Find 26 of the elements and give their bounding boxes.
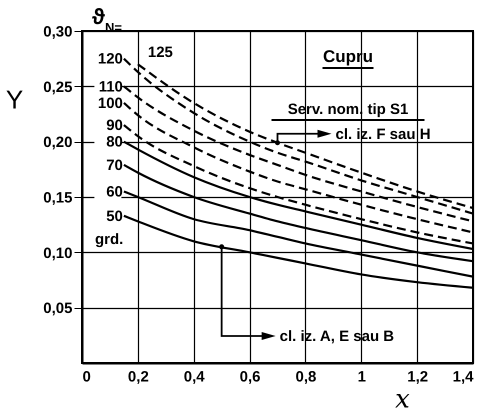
- series-label: 70: [106, 156, 123, 174]
- x-tick-label: 0: [82, 368, 91, 386]
- series-label: 60: [106, 183, 123, 200]
- x-tick-label: 0,6: [240, 368, 260, 386]
- annotation: grd.: [95, 231, 124, 248]
- x-tick-label: 0,2: [128, 368, 149, 386]
- x-tick-label: 0,4: [184, 368, 206, 386]
- x-tick-label: 1,2: [407, 368, 428, 386]
- x-tick-label: 1,4: [452, 368, 474, 386]
- y-axis-title: Y: [6, 84, 24, 114]
- series-label: 125: [148, 44, 173, 62]
- y-tick-label: 0,15: [43, 190, 72, 206]
- series-label: 100: [98, 94, 123, 112]
- x-axis-title: x: [395, 384, 410, 414]
- y-tick-label: 0,25: [43, 78, 72, 96]
- x-tick-label: 1: [358, 368, 366, 386]
- y-tick-label: 0,05: [43, 300, 72, 318]
- y-tick-label: 0,20: [43, 134, 72, 152]
- y-tick-label: 0,30: [43, 24, 72, 40]
- series-label: 110: [98, 78, 123, 96]
- x-tick-label: 0,8: [296, 368, 316, 386]
- series-label: 80: [106, 134, 123, 151]
- series-label: 50: [106, 208, 123, 225]
- series-label: 90: [106, 117, 123, 134]
- series-label: 120: [98, 50, 123, 68]
- y-tick-label: 0,10: [43, 244, 72, 262]
